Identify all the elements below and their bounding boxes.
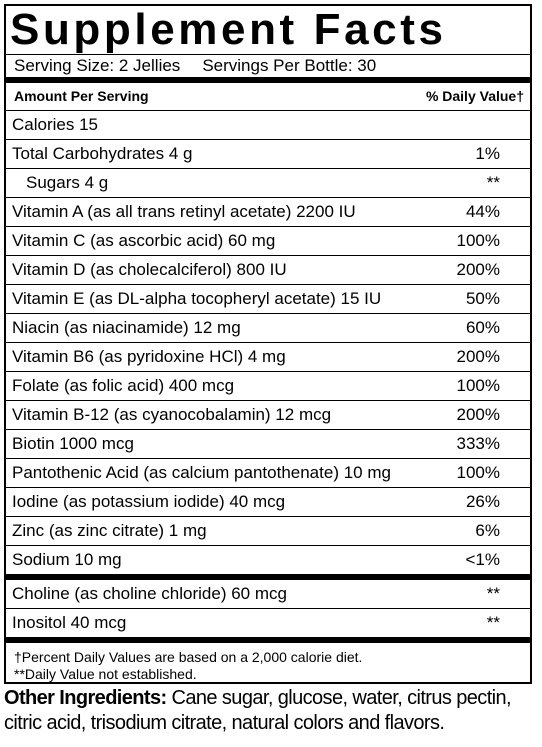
serving-size: Serving Size: 2 Jellies [14,56,181,75]
nutrient-label: Vitamin E (as DL-alpha tocopheryl acetat… [12,289,382,308]
nutrient-row: Vitamin A (as all trans retinyl acetate)… [6,197,530,226]
nutrient-label: Calories 15 [12,115,98,134]
daily-value: 44% [465,202,500,221]
daily-value: ** [486,613,500,632]
section: Choline (as choline chloride) 60 mcg ** In… [6,580,530,637]
nutrient-row: Folate (as folic acid) 400 mcg 100% [6,371,530,400]
nutrient-label: Pantothenic Acid (as calcium pantothenat… [12,463,391,482]
nutrient-row: Vitamin B6 (as pyridoxine HCl) 4 mg 200% [6,342,530,371]
nutrient-row: Vitamin E (as DL-alpha tocopheryl acetat… [6,284,530,313]
nutrient-label: Inositol 40 mcg [12,613,127,632]
nutrient-row: Iodine (as potassium iodide) 40 mcg 26% [6,487,530,516]
nutrient-label: Zinc (as zinc citrate) 1 mg [12,521,207,540]
column-header: Amount Per Serving % Daily Value† [6,83,530,110]
daily-value: 26% [465,492,500,511]
nutrient-row: Biotin 1000 mcg 333% [6,429,530,458]
nutrient-row: Calories 15 [6,111,530,139]
nutrient-row: Zinc (as zinc citrate) 1 mg 6% [6,516,530,545]
amount-header: Amount Per Serving [14,88,149,104]
daily-value: 100% [456,376,500,395]
nutrient-label: Total Carbohydrates 4 g [12,144,193,163]
nutrient-label: Folate (as folic acid) 400 mcg [12,376,235,395]
footnotes: †Percent Daily Values are based on a 2,0… [6,643,530,683]
section: Calories 15 Total Carbohydrates 4 g 1% Suga… [6,110,530,574]
daily-value: <1% [465,550,501,569]
nutrient-row: Choline (as choline chloride) 60 mcg ** [6,580,530,608]
nutrient-row: Vitamin C (as ascorbic acid) 60 mg 100% [6,226,530,255]
daily-value: 100% [456,463,500,482]
nutrient-label: Sugars 4 g [26,173,109,192]
nutrient-row: Sugars 4 g ** [6,168,530,197]
thick-rule [6,574,530,580]
serving-info: Serving Size: 2 Jellies Servings Per Bot… [6,54,530,77]
thick-rule [6,77,530,83]
nutrient-label: Vitamin C (as ascorbic acid) 60 mg [12,231,276,250]
servings-per: Servings Per Bottle: 30 [202,56,377,75]
nutrient-label: Iodine (as potassium iodide) 40 mcg [12,492,286,511]
nutrient-label: Biotin 1000 mcg [12,434,134,453]
nutrient-label: Vitamin B-12 (as cyanocobalamin) 12 mcg [12,405,332,424]
daily-value: 200% [456,347,500,366]
nutrient-row: Total Carbohydrates 4 g 1% [6,139,530,168]
nutrient-label: Vitamin D (as cholecalciferol) 800 IU [12,260,287,279]
footnote: †Percent Daily Values are based on a 2,0… [14,649,363,665]
other-ingredients: Other Ingredients: Cane sugar, glucose, … [4,686,538,736]
daily-value: 200% [456,260,500,279]
nutrient-row: Vitamin B-12 (as cyanocobalamin) 12 mcg 2… [6,400,530,429]
nutrient-row: Inositol 40 mcg ** [6,608,530,637]
daily-value: 60% [465,318,500,337]
other-label: Other Ingredients: [4,687,167,709]
dv-header: % Daily Value† [425,88,524,104]
nutrient-row: Vitamin D (as cholecalciferol) 800 IU 200… [6,255,530,284]
daily-value: ** [486,173,500,192]
daily-value: ** [486,584,500,603]
daily-value: 100% [456,231,500,250]
daily-value: 200% [456,405,500,424]
daily-value: 50% [465,289,500,308]
nutrient-row: Pantothenic Acid (as calcium pantothenat… [6,458,530,487]
nutrient-label: Choline (as choline chloride) 60 mcg [12,584,287,603]
daily-value: 6% [475,521,500,540]
thick-rule [6,637,530,643]
daily-value: 333% [456,434,500,453]
nutrient-row: Niacin (as niacinamide) 12 mg 60% [6,313,530,342]
facts-panel: Supplement Facts Serving Size: 2 Jellies… [4,4,532,684]
title: Supplement Facts [10,5,447,54]
footnote: **Daily Value not established. [14,666,197,682]
nutrient-label: Vitamin B6 (as pyridoxine HCl) 4 mg [12,347,286,366]
nutrient-label: Niacin (as niacinamide) 12 mg [12,318,241,337]
nutrient-label: Vitamin A (as all trans retinyl acetate)… [12,202,356,221]
nutrient-label: Sodium 10 mg [12,550,122,569]
nutrient-row: Sodium 10 mg <1% [6,545,530,574]
daily-value: 1% [475,144,500,163]
other-text: Cane sugar, glucose, water, citrus pecti… [4,687,512,734]
sections: Calories 15 Total Carbohydrates 4 g 1% Suga… [6,110,530,643]
